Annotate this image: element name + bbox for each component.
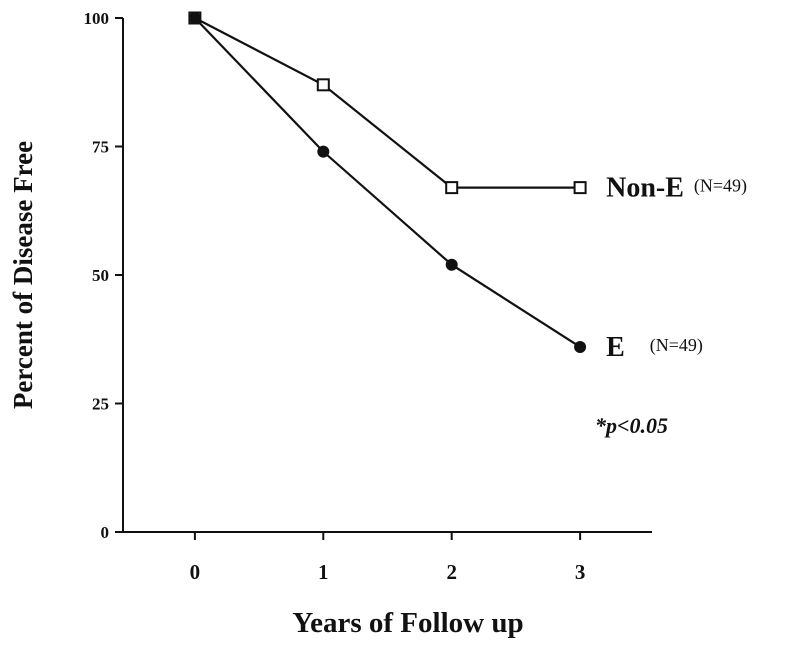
marker (574, 340, 587, 353)
x-tick-label: 0 (190, 560, 201, 584)
series-line (194, 17, 581, 348)
annotation: *p<0.05 (595, 413, 668, 438)
x-axis-label: Years of Follow up (292, 607, 523, 639)
marker (188, 12, 201, 24)
x-tick-label: 2 (446, 560, 457, 584)
y-tick-label: 0 (101, 523, 110, 542)
y-tick-label: 100 (84, 9, 110, 28)
marker (573, 181, 587, 195)
y-tick-label: 75 (92, 138, 109, 157)
y-tick-label: 25 (92, 395, 109, 414)
series-n-label: (N=49) (694, 176, 747, 197)
marker (316, 78, 330, 92)
y-tick-label: 50 (92, 266, 109, 285)
series-label: E (606, 332, 625, 363)
marker (445, 181, 459, 195)
x-tick-label: 3 (575, 560, 586, 584)
series-n-label: (N=49) (650, 335, 703, 356)
x-tick-label: 1 (318, 560, 329, 584)
marker (317, 145, 330, 158)
marker (445, 258, 458, 271)
y-axis-label: Percent of Disease Free (8, 141, 38, 409)
series-line (194, 17, 581, 189)
series-label: Non-E (606, 173, 684, 204)
